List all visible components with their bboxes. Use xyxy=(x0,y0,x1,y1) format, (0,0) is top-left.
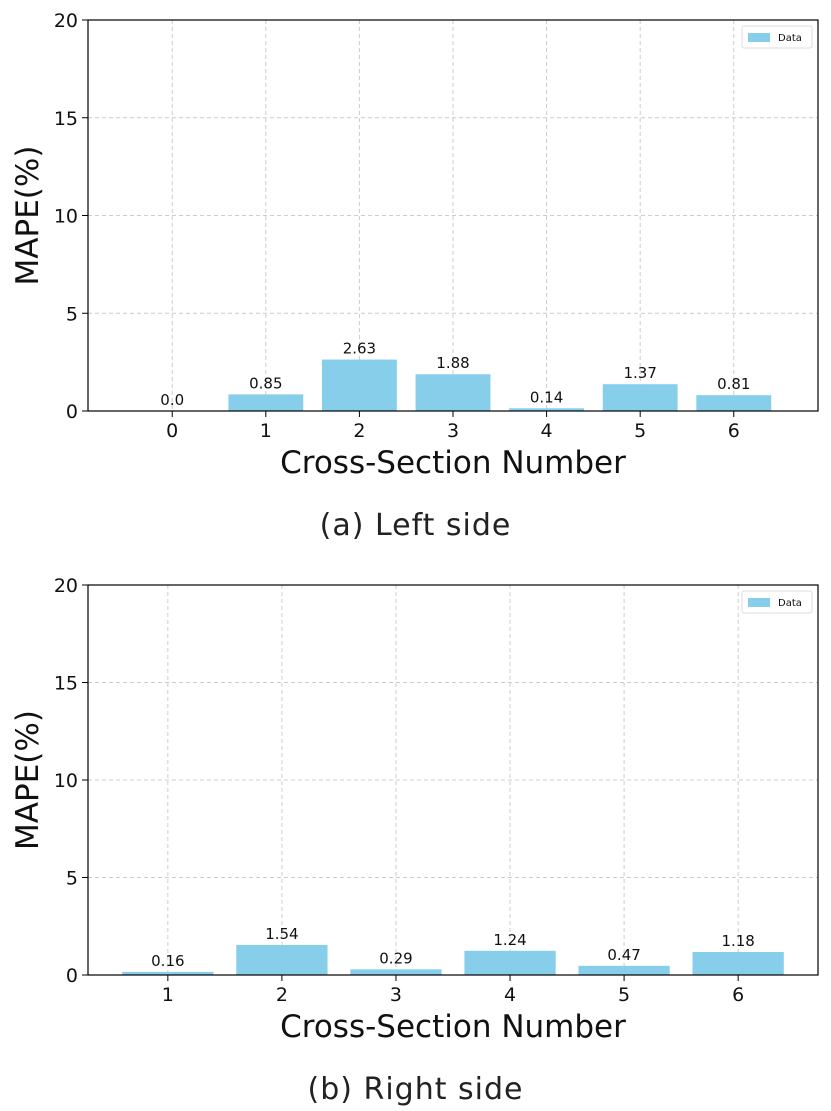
legend-label: Data xyxy=(778,33,802,44)
bar-value-label-6: 1.18 xyxy=(721,932,754,950)
bar-chart-left: 0.0 0.85 2.63 1.88 0.14 1.37 0.81 0 5 10 15 20 0 1 2 3 4… xyxy=(10,10,819,481)
bar-4 xyxy=(509,408,585,411)
bar-value-label-3: 1.88 xyxy=(436,354,469,372)
x-tick-label: 2 xyxy=(353,420,365,442)
chart-panel-left: 0.0 0.85 2.63 1.88 0.14 1.37 0.81 0 5 10 15 20 0 1 2 3 4… xyxy=(10,10,819,543)
chart-caption-left: (a) Left side xyxy=(319,508,512,543)
chart-caption-right: (b) Right side xyxy=(307,1072,524,1107)
bar-value-label-2: 1.54 xyxy=(265,925,298,943)
x-tick-label: 3 xyxy=(390,984,402,1006)
bar-3 xyxy=(350,969,442,975)
y-tick-label: 5 xyxy=(66,868,78,890)
x-axis: 1 2 3 4 5 6 xyxy=(162,975,744,1006)
legend-box xyxy=(741,25,813,49)
x-tick-label: 2 xyxy=(276,984,288,1006)
bar-value-label-6: 0.81 xyxy=(717,375,750,393)
bar-6 xyxy=(692,951,784,975)
x-tick-label: 6 xyxy=(728,420,740,442)
chart-panel-right: 0.16 1.54 0.29 1.24 0.47 1.18 0 5 10 15 20 1 2 3 4 5 6 Cr… xyxy=(0,556,831,1111)
bar-value-label-1: 0.85 xyxy=(249,374,282,392)
x-axis: 0 1 2 3 4 5 6 xyxy=(166,411,740,442)
bar-value-label-4: 1.24 xyxy=(493,931,526,949)
bar-1 xyxy=(122,971,214,975)
y-tick-label: 5 xyxy=(66,303,78,325)
y-axis: 0 5 10 15 20 xyxy=(54,575,88,987)
x-axis-title: Cross-Section Number xyxy=(280,1009,626,1045)
x-tick-label: 3 xyxy=(447,420,459,442)
bar-2 xyxy=(236,944,328,975)
bar-3 xyxy=(415,374,491,411)
bar-chart-right: 0.16 1.54 0.29 1.24 0.47 1.18 0 5 10 15 20 1 2 3 4 5 6 Cr… xyxy=(10,575,819,1045)
y-axis-title: MAPE(%) xyxy=(10,710,46,850)
x-tick-label: 5 xyxy=(618,984,630,1006)
bar-2 xyxy=(321,359,397,411)
y-tick-label: 20 xyxy=(54,575,78,597)
y-tick-label: 10 xyxy=(54,770,78,792)
y-axis-title: MAPE(%) xyxy=(10,146,46,286)
bar-value-label-0: 0.0 xyxy=(160,391,184,409)
grid xyxy=(88,19,818,412)
bars: 0.16 1.54 0.29 1.24 0.47 1.18 xyxy=(122,925,784,975)
x-tick-label: 4 xyxy=(504,984,516,1006)
legend: Data xyxy=(741,590,813,614)
y-tick-label: 0 xyxy=(66,401,78,423)
bar-5 xyxy=(578,965,670,975)
y-tick-label: 20 xyxy=(54,10,78,32)
grid xyxy=(88,584,818,976)
x-tick-label: 0 xyxy=(166,420,178,442)
bar-value-label-3: 0.29 xyxy=(379,949,412,967)
y-tick-label: 15 xyxy=(54,673,78,695)
x-tick-label: 5 xyxy=(634,420,646,442)
x-tick-label: 6 xyxy=(732,984,744,1006)
legend-label: Data xyxy=(778,598,802,609)
x-tick-label: 1 xyxy=(260,420,272,442)
bar-value-label-2: 2.63 xyxy=(343,340,376,358)
legend-swatch xyxy=(748,33,770,42)
x-tick-label: 1 xyxy=(162,984,174,1006)
y-axis: 0 5 10 15 20 xyxy=(54,10,88,423)
bar-value-label-5: 1.37 xyxy=(623,364,656,382)
bars: 0.0 0.85 2.63 1.88 0.14 1.37 0.81 xyxy=(134,340,772,411)
legend: Data xyxy=(741,25,813,49)
x-axis-title: Cross-Section Number xyxy=(280,445,626,481)
y-tick-label: 15 xyxy=(54,108,78,130)
bar-value-label-5: 0.47 xyxy=(607,946,640,964)
legend-box xyxy=(741,590,813,614)
bar-6 xyxy=(696,395,772,411)
bar-1 xyxy=(228,394,304,411)
y-tick-label: 0 xyxy=(66,965,78,987)
bar-4 xyxy=(464,950,556,975)
bar-value-label-4: 0.14 xyxy=(530,388,563,406)
y-tick-label: 10 xyxy=(54,206,78,228)
bar-5 xyxy=(602,384,678,411)
legend-swatch xyxy=(748,598,770,607)
x-tick-label: 4 xyxy=(541,420,553,442)
bar-value-label-1: 0.16 xyxy=(151,952,184,970)
